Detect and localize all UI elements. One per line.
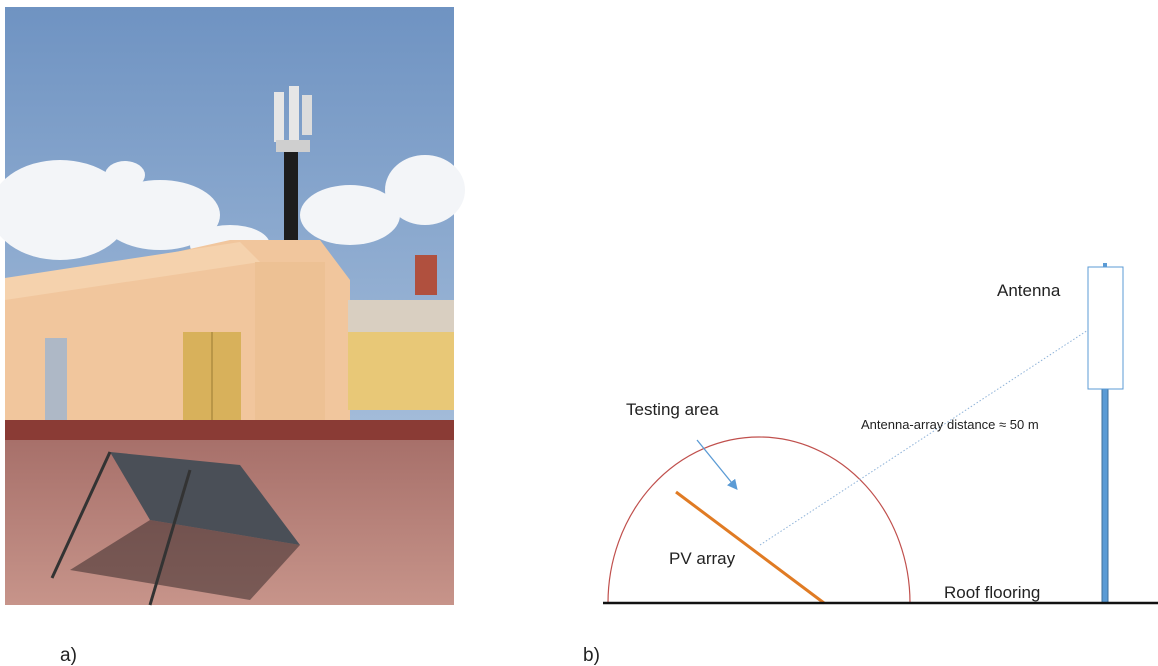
roof-label: Roof flooring xyxy=(944,583,1040,602)
antenna-label: Antenna xyxy=(997,281,1061,300)
antenna-box xyxy=(1088,267,1123,389)
testing-area-label: Testing area xyxy=(626,400,719,419)
testing-area-arc xyxy=(608,437,910,603)
panel-label: a) xyxy=(60,645,77,666)
pv-array-label: PV array xyxy=(669,549,736,568)
arrow xyxy=(697,440,736,488)
pole xyxy=(1102,389,1108,603)
photo xyxy=(0,7,465,605)
figure: a) Antenna Testing area PV array Roof fl… xyxy=(0,0,1158,666)
pv-array xyxy=(676,492,824,603)
distance-line xyxy=(760,330,1088,545)
panel-label: b) xyxy=(583,645,600,666)
distance-label: Antenna-array distance ≈ 50 m xyxy=(861,417,1039,432)
page: {"panel_a": {"label": "a)"}, "panel_b": … xyxy=(0,0,1158,666)
